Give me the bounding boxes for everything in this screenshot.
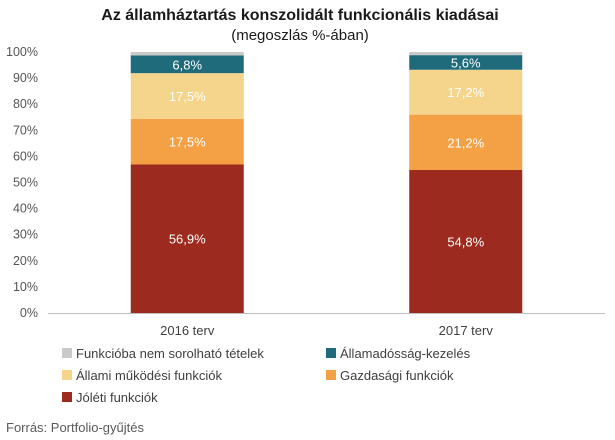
y-tick-label: 100% (6, 45, 38, 59)
legend: Funkcióba nem sorolható tételek Államadós… (62, 346, 471, 405)
bars: 56,9% 17,5% 17,5% 6,8% 54,8% 21,2% 17,2% 5,6% (130, 52, 523, 313)
bar-segment (409, 69, 523, 115)
legend-label: Gazdasági funkciók (340, 368, 454, 383)
legend-swatch (62, 348, 72, 358)
legend-swatch (326, 348, 336, 358)
legend-swatch (62, 370, 72, 380)
y-tick-label: 70% (13, 123, 38, 137)
y-tick-label: 80% (13, 97, 38, 111)
legend-swatch (326, 370, 336, 380)
legend-label: Funkcióba nem sorolható tételek (76, 346, 264, 361)
legend-label: Állami működési funkciók (76, 368, 222, 383)
data-label: 54,8% (447, 234, 484, 249)
bar-segment (409, 114, 523, 170)
bar-segment (409, 52, 523, 56)
source-note: Forrás: Portfolio-gyűjtés (6, 420, 144, 435)
data-label: 6,8% (172, 57, 202, 72)
x-axis: 2016 terv 2017 terv (160, 323, 493, 338)
bar-segment (130, 164, 244, 313)
bar-segment (130, 55, 244, 74)
chart-subtitle: (megoszlás %-ában) (231, 27, 369, 44)
legend-label: Államadósság-kezelés (340, 346, 471, 361)
x-category-label: 2016 terv (160, 323, 215, 338)
data-label: 17,2% (447, 85, 484, 100)
x-category-label: 2017 terv (439, 323, 494, 338)
bar-segment (409, 169, 523, 313)
bar-segment (130, 52, 244, 56)
y-tick-label: 50% (13, 176, 38, 190)
data-label: 17,5% (169, 89, 206, 104)
data-label: 5,6% (451, 55, 481, 70)
bar-segment (130, 118, 244, 165)
y-tick-label: 90% (13, 71, 38, 85)
y-tick-label: 0% (20, 306, 38, 320)
y-tick-label: 20% (13, 254, 38, 268)
y-axis: 0% 10% 20% 30% 40% 50% 60% 70% 80% 90% 100% (6, 45, 605, 320)
y-tick-label: 10% (13, 280, 38, 294)
bar-segment (130, 73, 244, 119)
data-label: 21,2% (447, 135, 484, 150)
legend-swatch (62, 392, 72, 402)
y-tick-label: 60% (13, 149, 38, 163)
bar-segment (409, 55, 523, 70)
data-label: 56,9% (169, 232, 206, 247)
chart-title: Az államháztartás konszolidált funkcioná… (101, 7, 498, 24)
legend-label: Jóléti funkciók (76, 390, 158, 405)
y-tick-label: 40% (13, 202, 38, 216)
data-label: 17,5% (169, 135, 206, 150)
y-tick-label: 30% (13, 228, 38, 242)
